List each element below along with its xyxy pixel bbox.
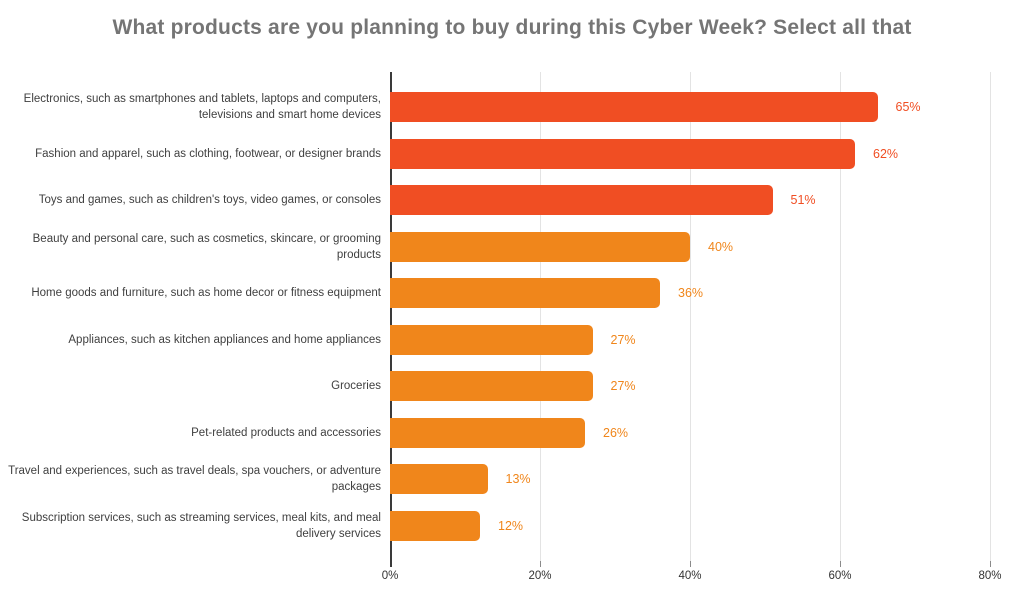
bar xyxy=(390,464,488,495)
bar-row: Groceries 27% xyxy=(0,363,1024,410)
category-label: Home goods and furniture, such as home d… xyxy=(31,287,381,300)
gridline xyxy=(540,72,541,561)
bar-rows: Electronics, such as smartphones and tab… xyxy=(0,84,1024,549)
category-label: Subscription services, such as streaming… xyxy=(21,511,381,540)
bar-cell: 40% xyxy=(390,224,1024,271)
axis-tick xyxy=(840,561,841,567)
category-label: Appliances, such as kitchen appliances a… xyxy=(68,333,381,346)
axis-tick-label: 80% xyxy=(978,570,1002,582)
bar-cell: 27% xyxy=(390,363,1024,410)
bar-row: Fashion and apparel, such as clothing, f… xyxy=(0,131,1024,178)
bar xyxy=(390,371,593,402)
bar xyxy=(390,278,660,309)
bar-row: Pet-related products and accessories 26% xyxy=(0,410,1024,457)
bar-cell: 26% xyxy=(390,410,1024,457)
value-label: 12% xyxy=(498,518,524,533)
value-label: 27% xyxy=(610,332,636,347)
bar-row: Subscription services, such as streaming… xyxy=(0,503,1024,550)
category-label: Electronics, such as smartphones and tab… xyxy=(23,93,381,122)
bar xyxy=(390,185,773,216)
value-label: 40% xyxy=(708,239,734,254)
x-axis: 0% 20% 40% 60% 80% xyxy=(382,561,1024,595)
bar-row: Electronics, such as smartphones and tab… xyxy=(0,84,1024,131)
chart-page: What products are you planning to buy du… xyxy=(0,16,1024,616)
value-label: 36% xyxy=(678,286,704,301)
chart-title: What products are you planning to buy du… xyxy=(112,16,912,39)
plot-area: Electronics, such as smartphones and tab… xyxy=(0,72,1024,567)
y-axis-line xyxy=(390,72,392,567)
value-label: 51% xyxy=(790,193,816,208)
bar-row: Beauty and personal care, such as cosmet… xyxy=(0,224,1024,271)
value-label: 62% xyxy=(873,146,899,161)
axis-tick-label: 40% xyxy=(678,570,702,582)
bar-row: Appliances, such as kitchen appliances a… xyxy=(0,317,1024,364)
category-label: Fashion and apparel, such as clothing, f… xyxy=(35,147,381,160)
value-label: 65% xyxy=(895,100,921,115)
axis-tick-label: 60% xyxy=(828,570,852,582)
bar xyxy=(390,92,878,123)
bar-cell: 65% xyxy=(390,84,1024,131)
bar xyxy=(390,324,593,355)
bar xyxy=(390,417,585,448)
bar-cell: 12% xyxy=(390,503,1024,550)
axis-tick xyxy=(990,561,991,567)
axis-tick-label: 20% xyxy=(528,570,552,582)
value-label: 27% xyxy=(610,379,636,394)
bar-row: Toys and games, such as children's toys,… xyxy=(0,177,1024,224)
gridline xyxy=(990,72,991,561)
bar-cell: 36% xyxy=(390,270,1024,317)
bar-row: Home goods and furniture, such as home d… xyxy=(0,270,1024,317)
axis-tick xyxy=(690,561,691,567)
category-label: Pet-related products and accessories xyxy=(191,426,381,439)
gridline xyxy=(690,72,691,561)
bar-cell: 27% xyxy=(390,317,1024,364)
bar-cell: 51% xyxy=(390,177,1024,224)
gridline xyxy=(840,72,841,561)
bar xyxy=(390,231,690,262)
bar xyxy=(390,138,855,169)
bar-chart: Electronics, such as smartphones and tab… xyxy=(0,72,1024,595)
category-label: Beauty and personal care, such as cosmet… xyxy=(32,232,381,261)
axis-tick xyxy=(540,561,541,567)
bar-row: Travel and experiences, such as travel d… xyxy=(0,456,1024,503)
value-label: 26% xyxy=(603,425,629,440)
bar-cell: 62% xyxy=(390,131,1024,178)
category-label: Groceries xyxy=(331,380,381,393)
category-label: Toys and games, such as children's toys,… xyxy=(38,194,381,207)
category-label: Travel and experiences, such as travel d… xyxy=(8,465,381,494)
bar-cell: 13% xyxy=(390,456,1024,503)
value-label: 13% xyxy=(505,472,531,487)
axis-tick-label: 0% xyxy=(381,570,399,582)
bar xyxy=(390,510,480,541)
